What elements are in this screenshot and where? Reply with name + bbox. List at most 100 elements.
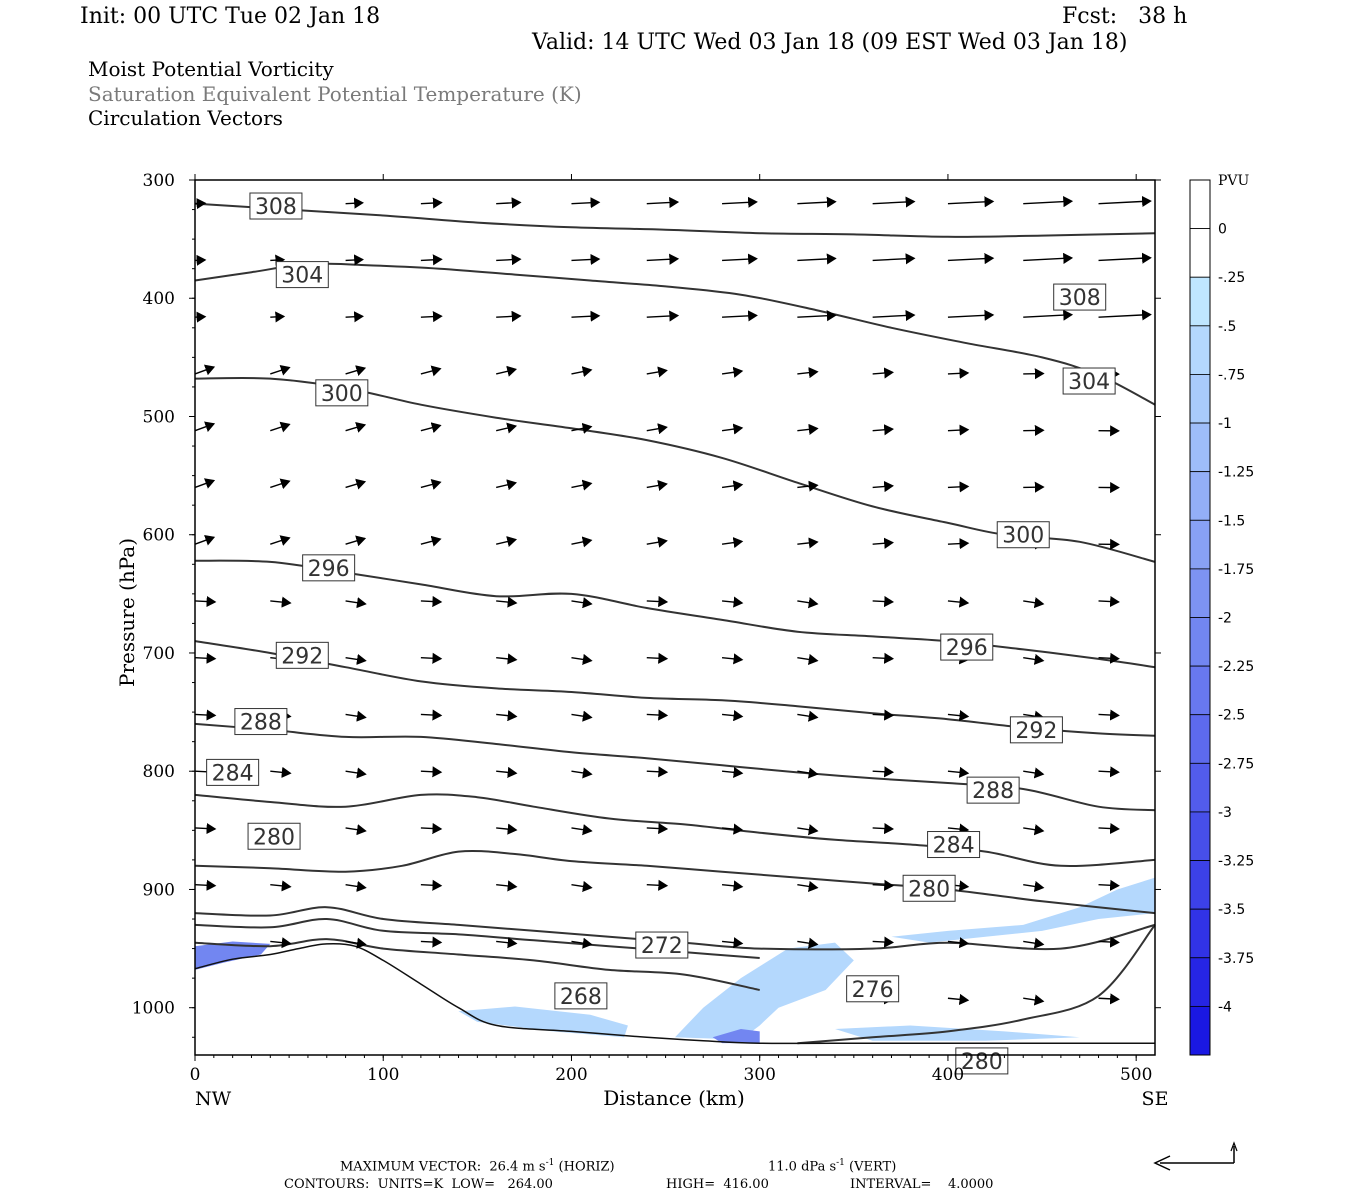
circulation-vector (420, 365, 442, 377)
circulation-vector (872, 424, 894, 436)
contour-label-308: 308 (1059, 286, 1101, 311)
colorbar-cell (1189, 422, 1211, 473)
contour-label-box (966, 776, 1020, 804)
circulation-vector (872, 936, 895, 948)
circulation-vector (722, 253, 758, 265)
contour-info-units: CONTOURS: UNITS=K LOW= 264.00 (284, 1177, 553, 1192)
circulation-vector (345, 767, 367, 779)
y-tick-label: 500 (143, 407, 175, 427)
circulation-vector (1023, 196, 1074, 208)
contour-label-box (635, 931, 689, 959)
colorbar-label: -1.75 (1218, 562, 1254, 578)
circulation-vector (797, 937, 819, 949)
circulation-vector (872, 480, 894, 493)
circulation-vector (571, 880, 593, 893)
circulation-vector (345, 710, 367, 722)
circulation-vector (721, 423, 744, 435)
circulation-vector (1023, 252, 1074, 264)
circulation-vector (797, 653, 819, 665)
circulation-vector (270, 364, 291, 376)
circulation-vector (797, 196, 837, 208)
contour-label-box (1009, 716, 1063, 744)
colorbar-cell (1189, 762, 1211, 813)
circulation-vector (496, 310, 522, 322)
circulation-vector (947, 309, 995, 321)
contour-label-292: 292 (1015, 719, 1057, 744)
colorbar-label: -2.25 (1218, 659, 1254, 675)
circulation-vector (721, 710, 744, 722)
contour-label-268: 268 (560, 985, 602, 1010)
theta-es-contour-308 (194, 202, 1156, 238)
circulation-vector (872, 879, 895, 891)
circulation-vector (571, 824, 593, 836)
circulation-vector (1098, 595, 1120, 608)
circulation-vector (496, 766, 518, 778)
circulation-vector (345, 535, 367, 547)
contour-label-300: 300 (321, 382, 363, 407)
contour-label-box (247, 822, 301, 850)
contour-label-304: 304 (281, 264, 323, 289)
circulation-vector (194, 421, 216, 432)
circulation-vector (1023, 767, 1045, 779)
circulation-vector (1098, 652, 1120, 664)
theta-es-contour-292 (194, 640, 1156, 737)
contour-label-box (275, 641, 329, 669)
contour-label-280: 280 (961, 1050, 1003, 1075)
circulation-vector (1023, 880, 1045, 893)
colorbar-cell (1189, 811, 1211, 861)
circulation-vector (947, 424, 970, 436)
circulation-vector (571, 253, 601, 266)
theta-es-contour-284 (194, 793, 1156, 868)
colorbar-label: 0 (1218, 222, 1227, 238)
y-tick-label: 900 (143, 880, 175, 900)
circulation-vector (496, 365, 518, 377)
circulation-vector (194, 534, 216, 546)
colorbar-cell (1189, 228, 1211, 278)
contour-label-box (554, 982, 608, 1010)
circulation-vector (947, 766, 970, 778)
circulation-vector (420, 535, 442, 547)
circulation-vector (797, 253, 837, 265)
colorbar-label: -4 (1218, 999, 1232, 1015)
circulation-vector (420, 709, 443, 721)
circulation-vector (270, 535, 291, 546)
x-axis-label: Distance (km) (603, 1086, 745, 1110)
colorbar-cell (1189, 374, 1211, 424)
circulation-vector (646, 709, 669, 721)
circulation-vector (420, 595, 443, 608)
circulation-vector (797, 480, 819, 492)
contour-label-308: 308 (255, 195, 297, 220)
circulation-vector (1023, 824, 1045, 836)
colorbar-cell (1189, 276, 1211, 327)
colorbar-cell (1189, 519, 1211, 570)
colorbar-label: -3.25 (1218, 854, 1254, 870)
colorbar-cell (1189, 908, 1211, 959)
circulation-vector (270, 478, 291, 490)
colorbar-cell (1189, 471, 1211, 521)
x-tick-label: 400 (932, 1065, 964, 1085)
colorbar-label: -2.5 (1218, 708, 1245, 724)
circulation-vector (646, 366, 668, 378)
circulation-vector (721, 537, 744, 549)
circulation-vector (345, 197, 364, 209)
mpv-shade-patch (195, 941, 271, 970)
circulation-vector (947, 596, 970, 608)
circulation-vector (721, 653, 744, 665)
circulation-vector (420, 652, 443, 664)
colorbar-cell (1189, 665, 1211, 716)
mpv-shade-patch (458, 1006, 628, 1038)
colorbar-label: -3.75 (1218, 951, 1254, 967)
circulation-vector (420, 822, 443, 835)
y-tick-label: 600 (143, 526, 175, 546)
circulation-vector (571, 422, 593, 434)
circulation-vector (1023, 653, 1045, 665)
se-end-label: SE (1142, 1088, 1169, 1110)
max-vector-label: MAXIMUM VECTOR: 26.4 m s-1 (HORIZ) (340, 1158, 615, 1175)
circulation-vector (947, 993, 970, 1005)
contour-label-box (275, 261, 329, 289)
contour-label-300: 300 (1002, 524, 1044, 549)
x-tick-label: 0 (190, 1065, 201, 1085)
circulation-vector (571, 310, 601, 322)
circulation-vector (797, 367, 819, 379)
circulation-vector (496, 254, 522, 266)
